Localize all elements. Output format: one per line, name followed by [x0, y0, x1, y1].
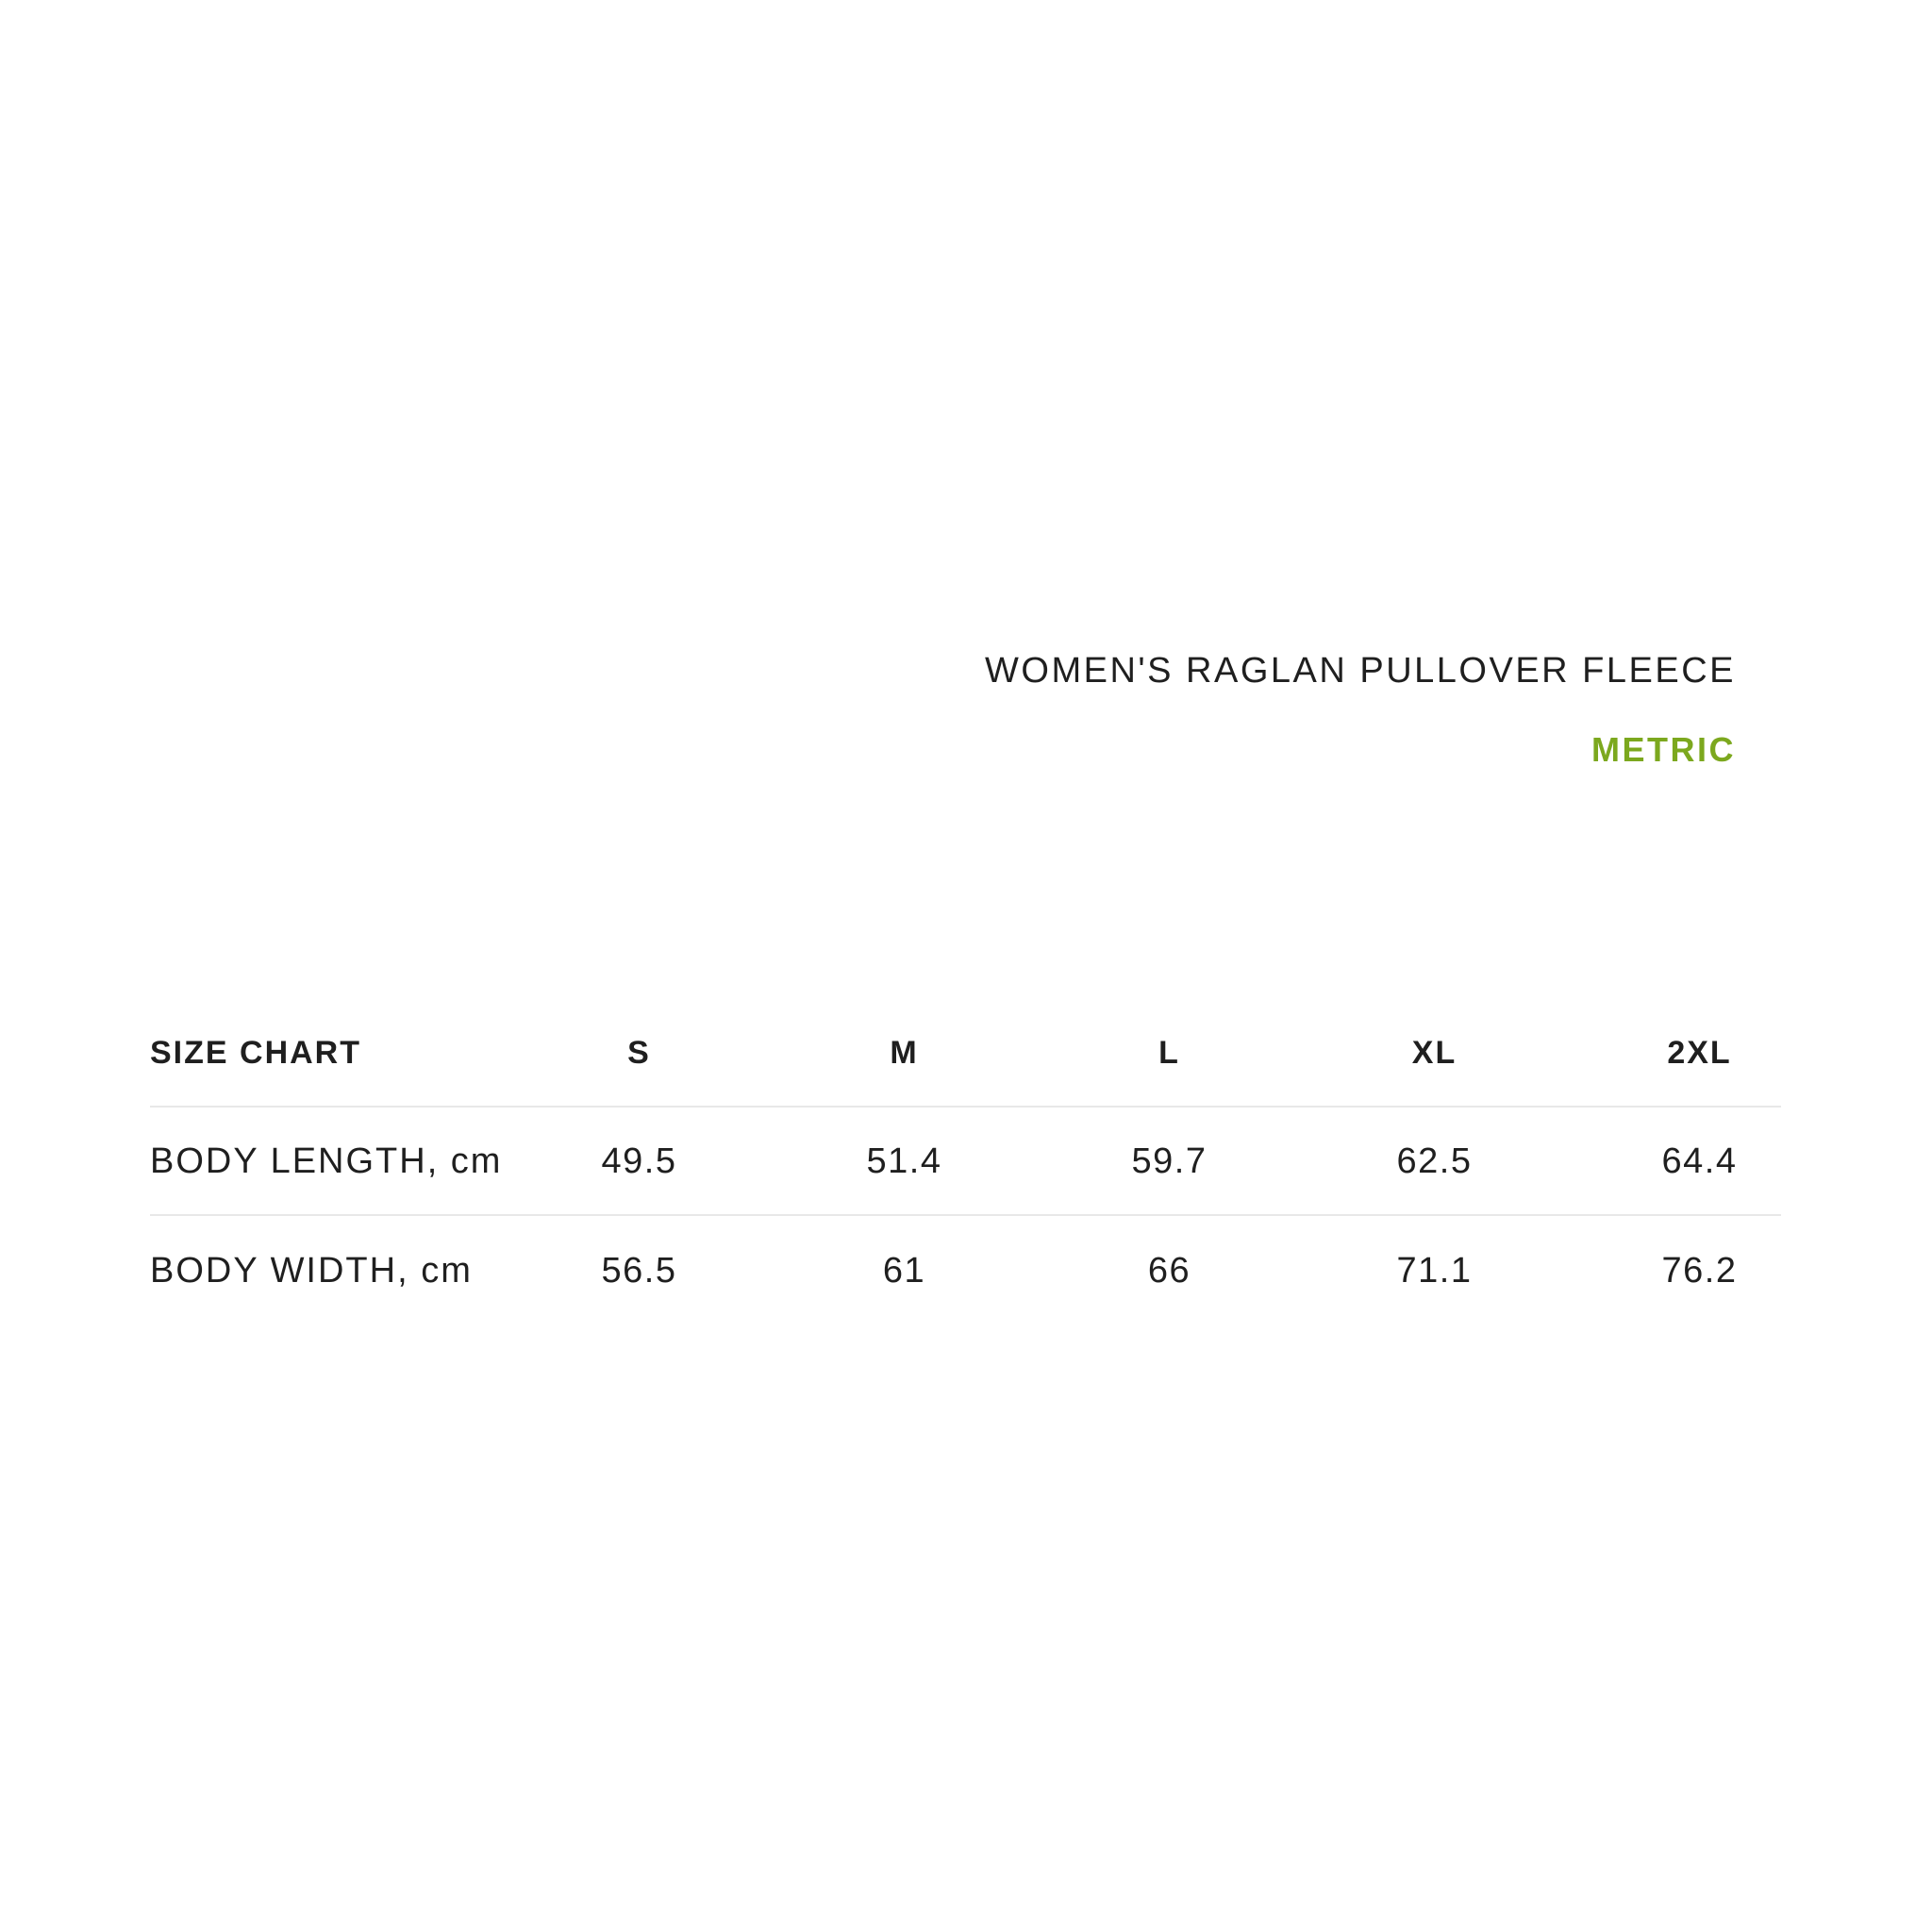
column-header-xl: XL — [1411, 1034, 1457, 1071]
table-divider — [150, 1214, 1781, 1216]
body-length-value-m: 51.4 — [866, 1141, 942, 1181]
column-header-s: S — [627, 1034, 651, 1071]
body-length-value-2xl: 64.4 — [1661, 1141, 1738, 1181]
body-width-value-xl: 71.1 — [1396, 1250, 1473, 1291]
column-header-l: L — [1158, 1034, 1180, 1071]
body-width-value-m: 61 — [882, 1250, 926, 1291]
body-width-value-s: 56.5 — [601, 1250, 677, 1291]
table-row-body-length: BODY LENGTH, cm 49.5 51.4 59.7 62.5 64.4 — [150, 1132, 1832, 1191]
metric-unit-toggle[interactable]: METRIC — [1591, 730, 1736, 769]
body-length-value-s: 49.5 — [601, 1141, 677, 1181]
table-row-body-width: BODY WIDTH, cm 56.5 61 66 71.1 76.2 — [150, 1241, 1832, 1300]
row-label-body-length: BODY LENGTH, cm — [150, 1141, 503, 1181]
column-header-m: M — [890, 1034, 919, 1071]
body-width-value-l: 66 — [1147, 1250, 1191, 1291]
table-divider — [150, 1106, 1781, 1108]
body-width-value-2xl: 76.2 — [1661, 1250, 1738, 1291]
size-chart-title: SIZE CHART — [150, 1034, 361, 1071]
row-label-body-width: BODY WIDTH, cm — [150, 1250, 473, 1291]
size-chart-header-row: SIZE CHART S M L XL 2XL — [150, 1024, 1832, 1082]
product-title: WOMEN'S RAGLAN PULLOVER FLEECE — [985, 651, 1736, 691]
body-length-value-xl: 62.5 — [1396, 1141, 1473, 1181]
column-header-2xl: 2XL — [1667, 1034, 1732, 1071]
body-length-value-l: 59.7 — [1131, 1141, 1208, 1181]
